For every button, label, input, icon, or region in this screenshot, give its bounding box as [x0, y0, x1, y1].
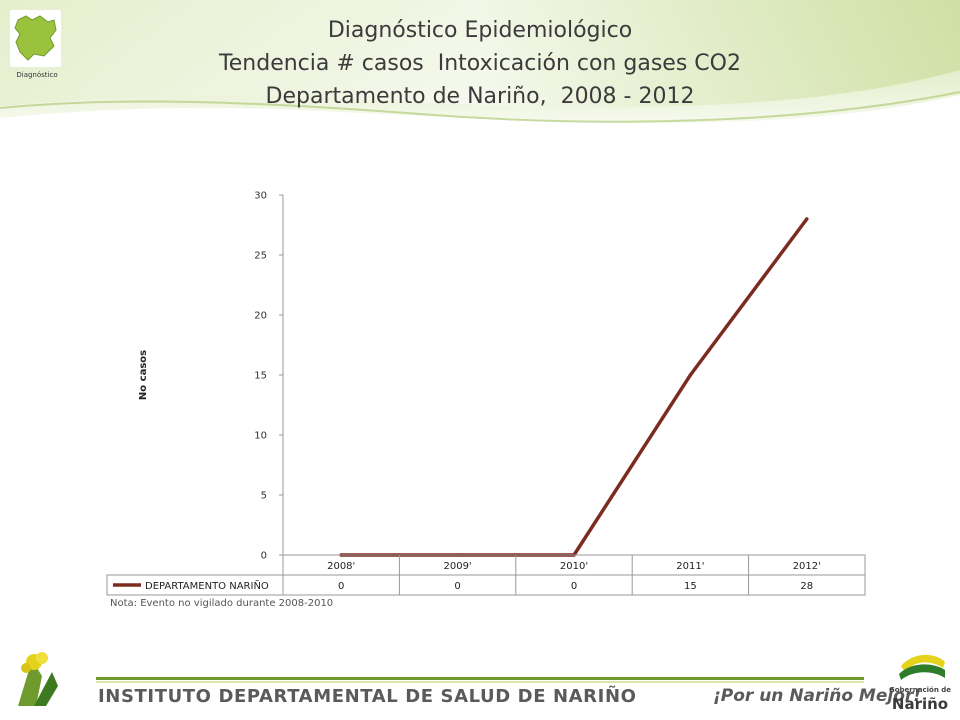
- y-tick-label: 20: [254, 311, 267, 322]
- chart-note: Nota: Evento no vigilado durante 2008-20…: [110, 598, 334, 609]
- x-category-label: 2008': [327, 561, 355, 572]
- y-tick-label: 0: [261, 551, 267, 562]
- y-axis-label: No casos: [138, 350, 149, 400]
- page-title: Diagnóstico Epidemiológico Tendencia # c…: [130, 14, 830, 113]
- table-cell-value: 28: [800, 581, 813, 592]
- title-line-3: Departamento de Nariño, 2008 - 2012: [265, 84, 695, 109]
- ids-logo: [18, 652, 58, 706]
- x-category-label: 2010': [560, 561, 588, 572]
- gobernacion-label: Gobernación de: [888, 686, 951, 694]
- slogan: ¡Por un Nariño Mejor!: [713, 686, 922, 706]
- y-axis: 0 5 10 15 20 25 30: [254, 191, 284, 562]
- table-cell-value: 0: [454, 581, 460, 592]
- table-cell-value: 0: [571, 581, 577, 592]
- department-map-logo: [10, 10, 61, 67]
- y-tick-label: 30: [254, 191, 267, 202]
- logo-caption: Diagnóstico: [16, 71, 58, 79]
- y-tick-label: 10: [254, 431, 267, 442]
- data-point: [688, 373, 693, 377]
- title-line-1: Diagnóstico Epidemiológico: [327, 18, 633, 43]
- data-point: [805, 217, 809, 221]
- series-group: [339, 217, 809, 557]
- table-cell-value: 0: [338, 581, 344, 592]
- footer-rule: [96, 677, 864, 680]
- y-tick-label: 5: [261, 491, 267, 502]
- table-cell-value: 15: [684, 581, 697, 592]
- header-banner: [0, 0, 960, 150]
- series-line: [339, 217, 809, 557]
- narino-label: Nariño: [891, 695, 949, 713]
- footer-rule-light: [96, 681, 864, 683]
- title-line-2: Tendencia # casos Intoxicación con gases…: [219, 51, 741, 76]
- x-category-label: 2009': [443, 561, 471, 572]
- institute-name: INSTITUTO DEPARTAMENTAL DE SALUD DE NARI…: [98, 686, 637, 707]
- x-category-label: 2012': [793, 561, 821, 572]
- y-tick-label: 25: [254, 251, 267, 262]
- x-category-label: 2011': [676, 561, 704, 572]
- legend-series-name: DEPARTAMENTO NARIÑO: [145, 579, 269, 592]
- gobernacion-logo: [899, 654, 945, 680]
- y-tick-label: 15: [254, 371, 267, 382]
- data-table: 2008' 2009' 2010' 2011' 2012' DEPARTAMENTO NA…: [106, 554, 866, 596]
- map-icon: [14, 15, 57, 61]
